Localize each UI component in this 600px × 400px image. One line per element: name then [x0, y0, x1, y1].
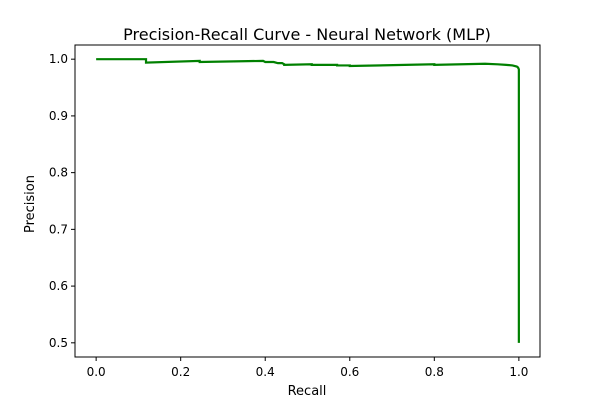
y-tick-label: 0.5 [49, 336, 68, 350]
axes-frame [74, 44, 541, 358]
y-axis-label: Precision [23, 175, 38, 233]
plot-area: 0.0 0.2 0.4 0.6 0.8 1.0 0.5 0.6 0.7 0.8 0.9 1.0 [49, 44, 541, 379]
chart-title: Precision-Recall Curve - Neural Network … [123, 25, 491, 44]
x-tick-label: 0.2 [171, 365, 190, 379]
x-tick-label: 0.0 [87, 365, 106, 379]
y-tick-label: 0.6 [49, 279, 68, 293]
y-tick-label: 0.7 [49, 222, 68, 236]
x-tick-label: 0.8 [425, 365, 444, 379]
y-tick-label: 0.9 [49, 109, 68, 123]
x-tick-label: 0.4 [256, 365, 275, 379]
x-tick-label: 0.6 [340, 365, 359, 379]
series-line-0 [96, 58, 520, 343]
x-axis-label: Recall [288, 384, 327, 399]
x-tick-label: 1.0 [509, 365, 528, 379]
y-tick-label: 1.0 [49, 52, 68, 66]
y-tick-label: 0.8 [49, 166, 68, 180]
